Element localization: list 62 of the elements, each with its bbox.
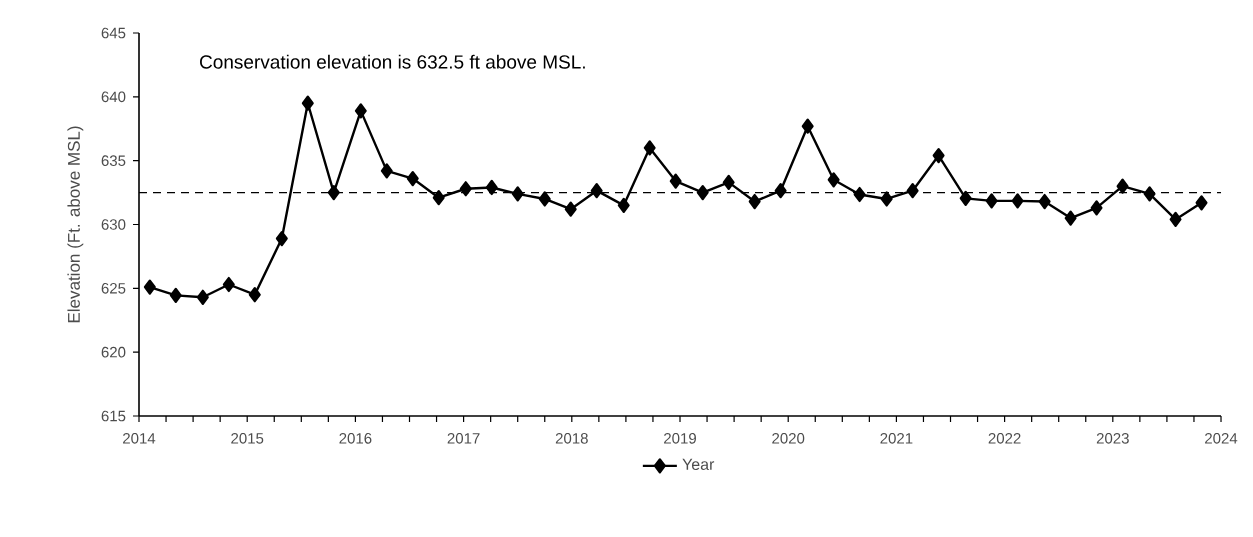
x-tick-label: 2016 bbox=[339, 433, 372, 444]
point bbox=[248, 287, 261, 303]
point bbox=[1116, 178, 1129, 194]
point bbox=[880, 191, 893, 207]
point bbox=[853, 186, 866, 203]
x-tick-label: 2022 bbox=[988, 433, 1021, 444]
x-tick-label: 2018 bbox=[555, 433, 588, 444]
point bbox=[354, 103, 367, 119]
point bbox=[485, 179, 498, 196]
point bbox=[696, 184, 709, 201]
point bbox=[301, 95, 314, 111]
point bbox=[275, 230, 288, 247]
point bbox=[222, 276, 235, 293]
y-tick-label: 615 bbox=[101, 410, 126, 422]
point bbox=[406, 170, 419, 187]
point bbox=[327, 184, 340, 201]
point bbox=[1143, 186, 1156, 202]
point bbox=[380, 163, 393, 179]
point bbox=[722, 174, 735, 190]
point bbox=[801, 118, 814, 134]
point bbox=[932, 147, 945, 164]
point bbox=[590, 183, 603, 199]
point bbox=[511, 186, 524, 202]
x-tick-label: 2020 bbox=[772, 433, 805, 444]
y-tick-label: 625 bbox=[101, 283, 126, 294]
y-tick-label: 620 bbox=[101, 346, 126, 358]
point bbox=[906, 183, 919, 199]
y-tick-label: 630 bbox=[101, 219, 126, 230]
x-tick-label: 2017 bbox=[447, 433, 480, 444]
point bbox=[1011, 193, 1024, 209]
point bbox=[985, 193, 998, 209]
point bbox=[538, 191, 551, 207]
point bbox=[196, 289, 209, 305]
point bbox=[1195, 195, 1208, 211]
point bbox=[959, 190, 972, 206]
annotation: Conservation elevation is 632.5 ft above MSL. bbox=[200, 54, 585, 69]
point bbox=[643, 140, 656, 156]
x-tick-label: 2014 bbox=[123, 433, 156, 444]
legend-label: Year bbox=[682, 458, 715, 470]
point bbox=[1090, 200, 1103, 216]
point bbox=[748, 193, 761, 210]
point bbox=[1064, 210, 1077, 226]
point bbox=[169, 287, 182, 303]
point bbox=[1038, 193, 1051, 210]
point bbox=[617, 197, 630, 213]
x-tick-label: 2015 bbox=[231, 433, 264, 444]
point bbox=[774, 183, 787, 199]
point bbox=[1169, 211, 1182, 227]
point bbox=[564, 201, 577, 217]
y-tick-label: 645 bbox=[101, 27, 126, 39]
point bbox=[669, 173, 682, 189]
point bbox=[827, 172, 840, 188]
y-axis-title: Elevation (Ft. above MSL) bbox=[67, 126, 84, 323]
x-tick-label: 2019 bbox=[664, 433, 696, 444]
point bbox=[143, 279, 156, 295]
y-tick-label: 635 bbox=[101, 155, 126, 166]
x-tick-label: 2024 bbox=[1205, 433, 1238, 444]
point bbox=[432, 190, 445, 206]
y-tick-label: 640 bbox=[101, 91, 126, 103]
point bbox=[459, 181, 472, 197]
x-tick-label: 2021 bbox=[880, 433, 913, 444]
x-tick-label: 2023 bbox=[1096, 433, 1129, 444]
